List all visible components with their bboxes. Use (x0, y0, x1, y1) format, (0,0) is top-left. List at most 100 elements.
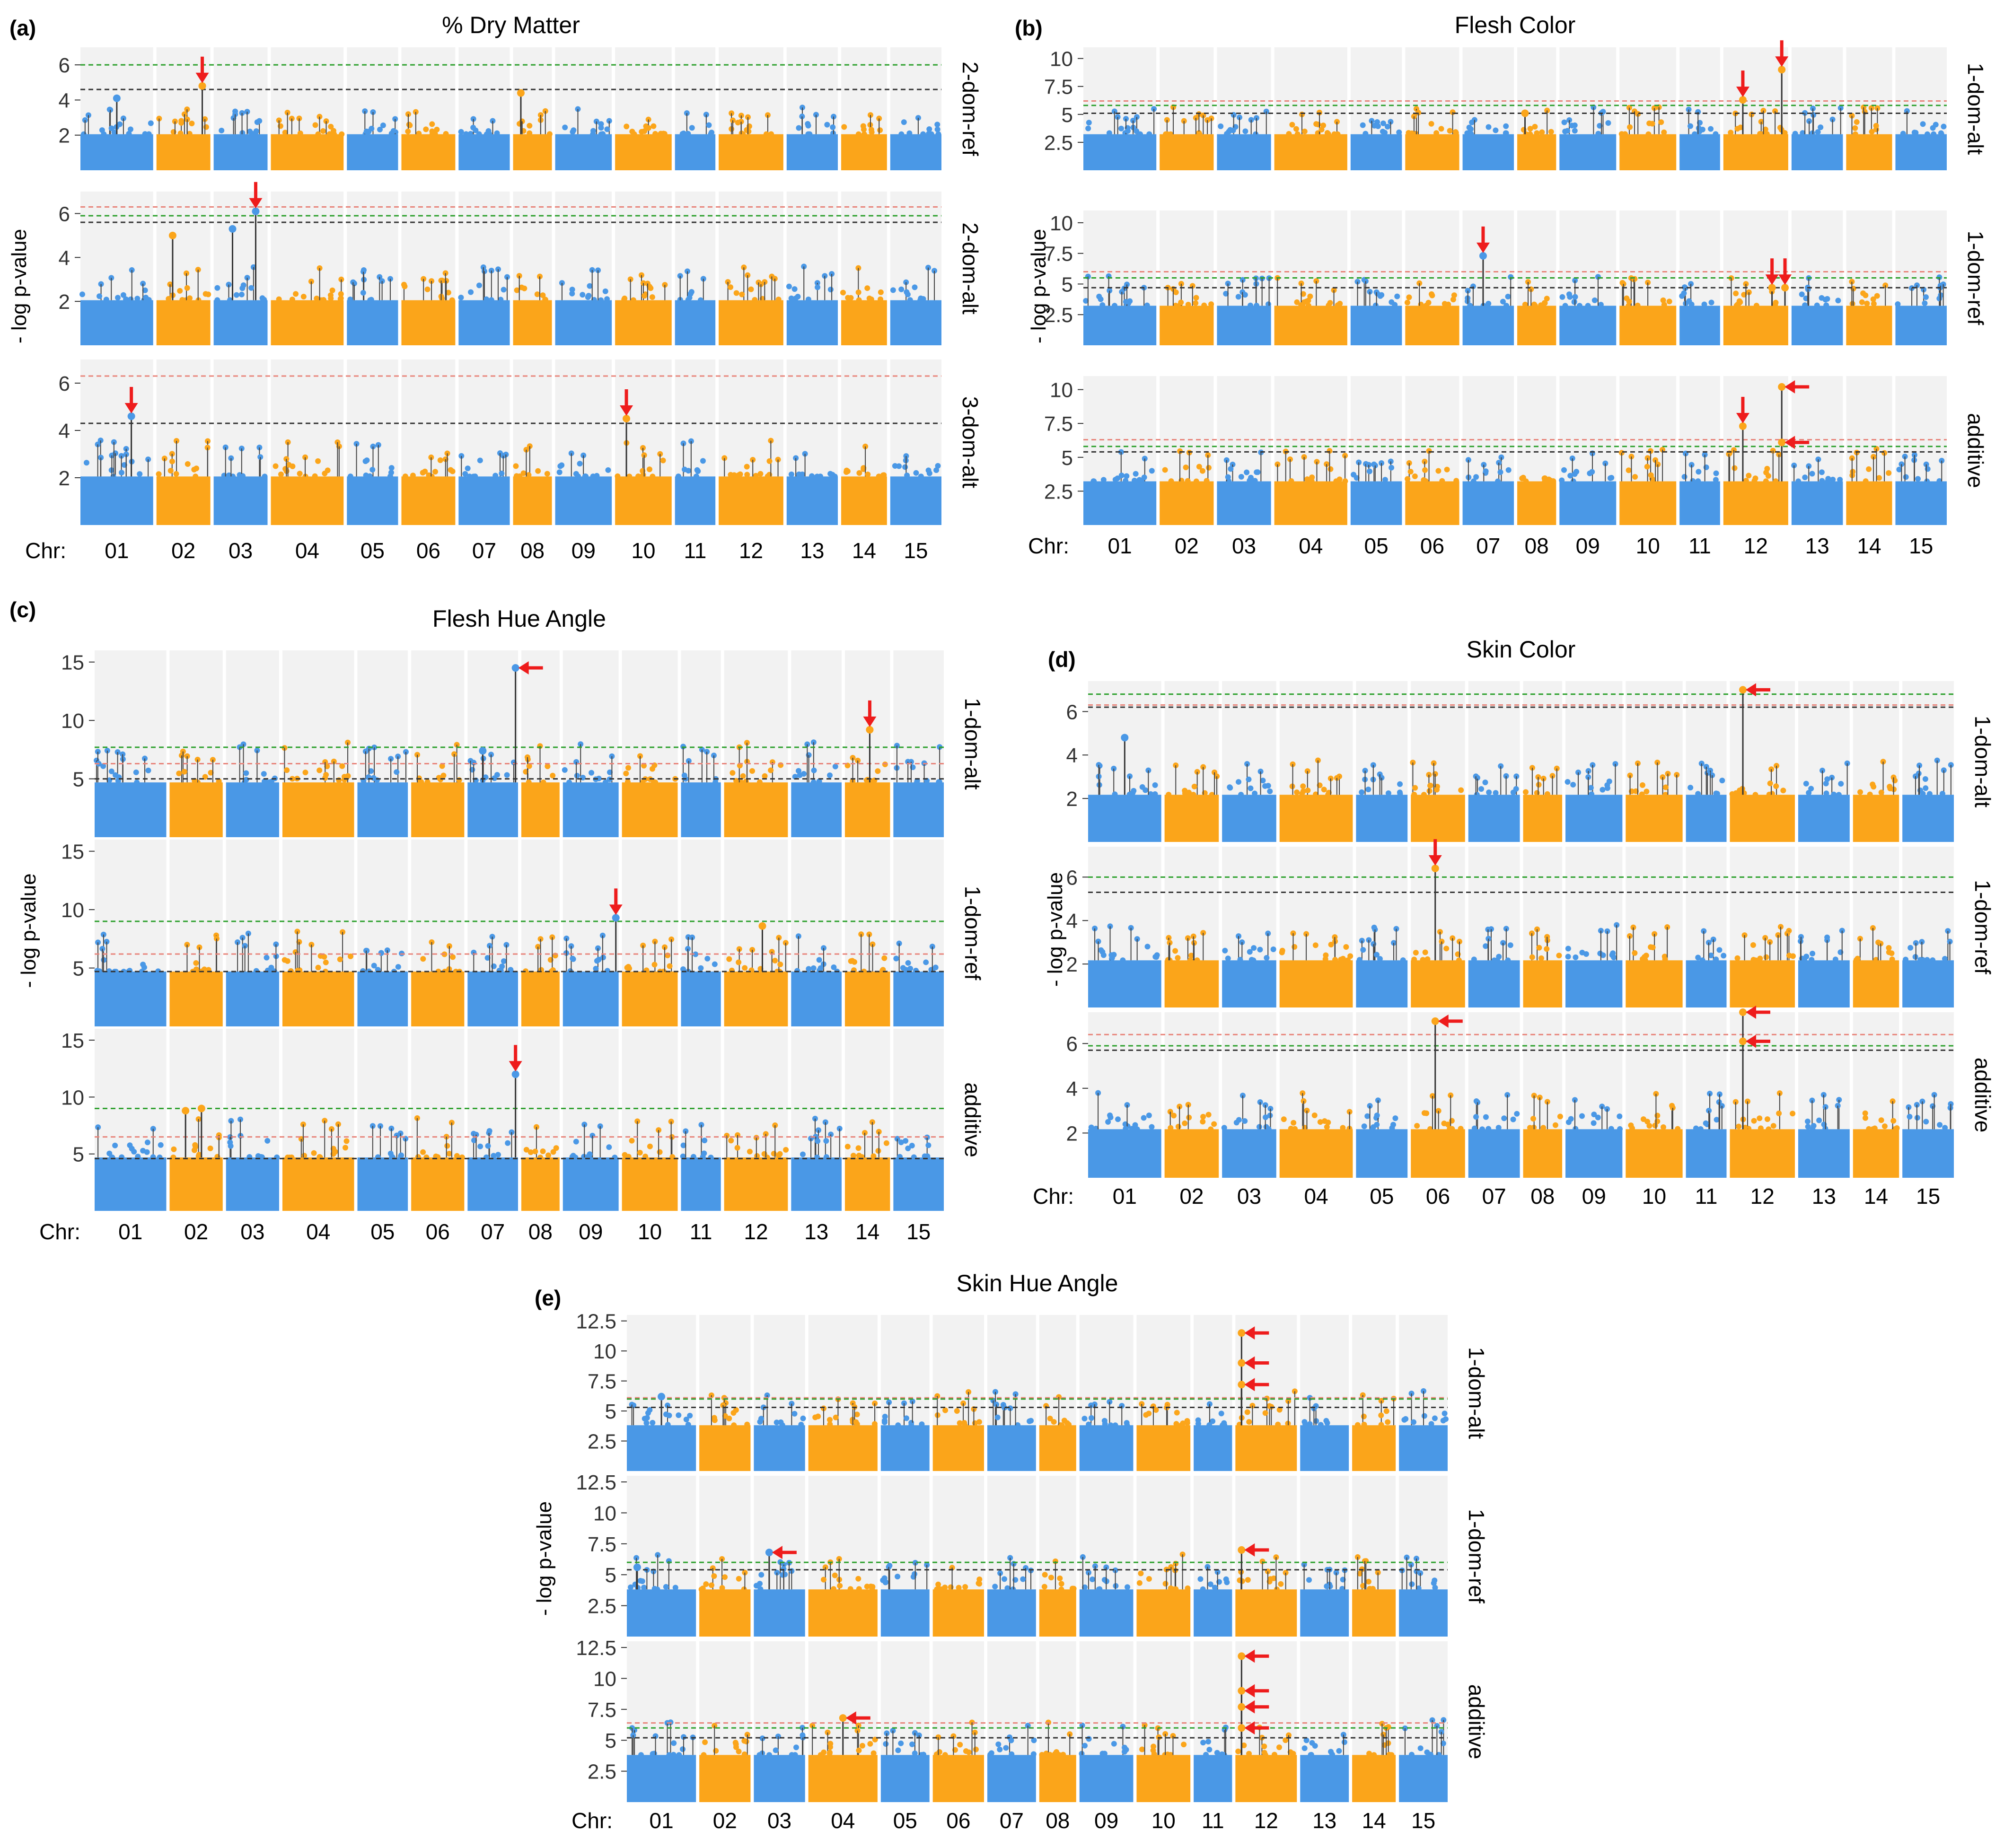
chromosome-15-points (1399, 1388, 1449, 1471)
peak-arrow-icon (249, 182, 263, 209)
chromosome-05-points (347, 108, 399, 170)
chromosome-tick-label: 02 (1179, 1184, 1204, 1209)
peak-point (1739, 422, 1747, 482)
y-tick-label: 2 (59, 124, 70, 148)
chromosome-09-points (1565, 761, 1623, 842)
chromosome-14-points (1846, 446, 1892, 525)
chromosome-04-points (808, 1556, 878, 1637)
chromosome-tick-label: 06 (946, 1808, 970, 1833)
chromosome-12-points (1235, 1725, 1297, 1802)
chromosome-02-points (1164, 930, 1219, 1007)
chromosome-07-points (1468, 1092, 1520, 1178)
chromosome-04-points (281, 739, 354, 837)
chromosome-12-points (719, 110, 783, 170)
facet-2-dom-alt: 2 4 6 2-dom-alt (59, 182, 983, 345)
peak-arrow-icon (620, 389, 633, 416)
y-tick-label: 7.5 (1044, 76, 1073, 99)
y-tick-label: 5 (605, 1400, 616, 1423)
peak-arrow-icon (1428, 839, 1442, 866)
facet-label: 1-dom-ref (960, 886, 985, 981)
chromosome-tick-label: 13 (1312, 1808, 1336, 1833)
chromosome-05-points (347, 267, 398, 345)
peak-arrow-icon (1438, 1014, 1463, 1028)
chromosome-06-points (401, 450, 456, 525)
chromosome-tick-label: 09 (579, 1219, 603, 1244)
chromosome-02-points (156, 267, 211, 345)
chromosome-14-points (1352, 1721, 1396, 1802)
chromosome-tick-label: 15 (904, 538, 928, 563)
facet-additive: 2.5 5 7.5 10 additive (1044, 376, 1988, 525)
chromosome-tick-label: 07 (1000, 1808, 1024, 1833)
facet-label: 1-dom-ref (1963, 231, 1988, 325)
chromosome-07-points (467, 1128, 518, 1211)
chromosome-06-points (1411, 1092, 1465, 1178)
y-axis-label: - log p-value (1044, 872, 1067, 987)
facet-additive: 5 10 15 additive (61, 1029, 985, 1211)
y-tick-label: 2 (59, 467, 70, 490)
peak-point (658, 1393, 666, 1426)
chromosome-08-points (1522, 765, 1563, 842)
chromosome-15-points (1895, 108, 1947, 170)
chromosome-06-points (1411, 928, 1465, 1007)
chromosome-05-points (1350, 118, 1402, 170)
y-tick-label: 15 (61, 841, 84, 864)
chromosome-04-points (1279, 930, 1354, 1007)
chromosome-02-points (1160, 280, 1214, 345)
chromosome-tick-label: 15 (1916, 1184, 1940, 1209)
facet-label: 1-dom-alt (1970, 716, 1995, 808)
peak-point (127, 412, 135, 477)
facet-1-dom-alt: 2.5 5 7.5 10 1-dom-alt (1044, 40, 1988, 170)
chromosome-15-points (893, 1134, 944, 1211)
chromosome-08-points (513, 443, 552, 525)
chromosome-11-points (1194, 1564, 1232, 1637)
chromosome-tick-label: 10 (1636, 534, 1660, 558)
panel-label: (d) (1048, 647, 1076, 672)
chromosome-axis-label: Chr: (1028, 534, 1069, 558)
chromosome-05-points (880, 1559, 930, 1637)
chromosome-02-points (699, 1723, 751, 1802)
chromosome-13-points (1791, 456, 1843, 525)
y-tick-label: 5 (73, 768, 84, 791)
chromosome-11-points (1679, 106, 1720, 170)
peak-point (839, 1714, 847, 1755)
chromosome-08-points (1039, 1394, 1076, 1471)
chromosome-09-points (555, 267, 612, 345)
peak-arrow-icon (1244, 1356, 1269, 1370)
peak-arrow-icon (1736, 396, 1749, 423)
facet-1-dom-ref: 5 10 15 1-dom-ref (61, 840, 985, 1026)
chromosome-13-points (791, 1115, 843, 1211)
panel-b: (b) Flesh Color- log p-value2.557.5101-do… (1015, 12, 1988, 558)
chromosome-11-points (1686, 761, 1727, 842)
chromosome-14-points (1846, 279, 1892, 345)
chromosome-03-points (226, 741, 279, 837)
panel-title: Flesh Color (1455, 12, 1576, 38)
chromosome-06-points (1405, 106, 1459, 170)
peak-arrow-icon (1244, 1649, 1269, 1663)
chromosome-14-points (841, 443, 887, 525)
chromosome-13-points (1791, 105, 1844, 170)
chromosome-13-points (1300, 1732, 1349, 1802)
chromosome-13-points (786, 451, 838, 525)
facet-label: 2-dom-ref (958, 61, 983, 156)
y-tick-label: 5 (73, 1143, 84, 1166)
chromosome-06-points (1404, 280, 1459, 345)
chromosome-09-points (1079, 1722, 1134, 1802)
peak-arrow-icon (1765, 258, 1779, 285)
y-tick-label: 4 (1066, 1077, 1078, 1101)
peak-point (1431, 864, 1439, 961)
chromosome-tick-label: 12 (1254, 1808, 1278, 1833)
chromosome-01-points (80, 438, 153, 525)
facet-1-dom-alt: 2 4 6 1-dom-alt (1066, 681, 1995, 842)
chromosome-15-points (1399, 1717, 1448, 1802)
y-tick-label: 7.5 (588, 1533, 616, 1556)
chromosome-03-points (213, 264, 268, 345)
peak-point (623, 415, 631, 477)
chromosome-08-points (521, 934, 560, 1026)
chromosome-05-points (357, 947, 408, 1026)
chromosome-tick-label: 05 (893, 1808, 917, 1833)
peak-point (765, 1549, 773, 1590)
chromosome-tick-label: 10 (638, 1219, 662, 1244)
peak-arrow-icon (1244, 1326, 1269, 1340)
y-tick-label: 2 (1066, 953, 1078, 976)
chromosome-06-points (932, 1719, 984, 1802)
